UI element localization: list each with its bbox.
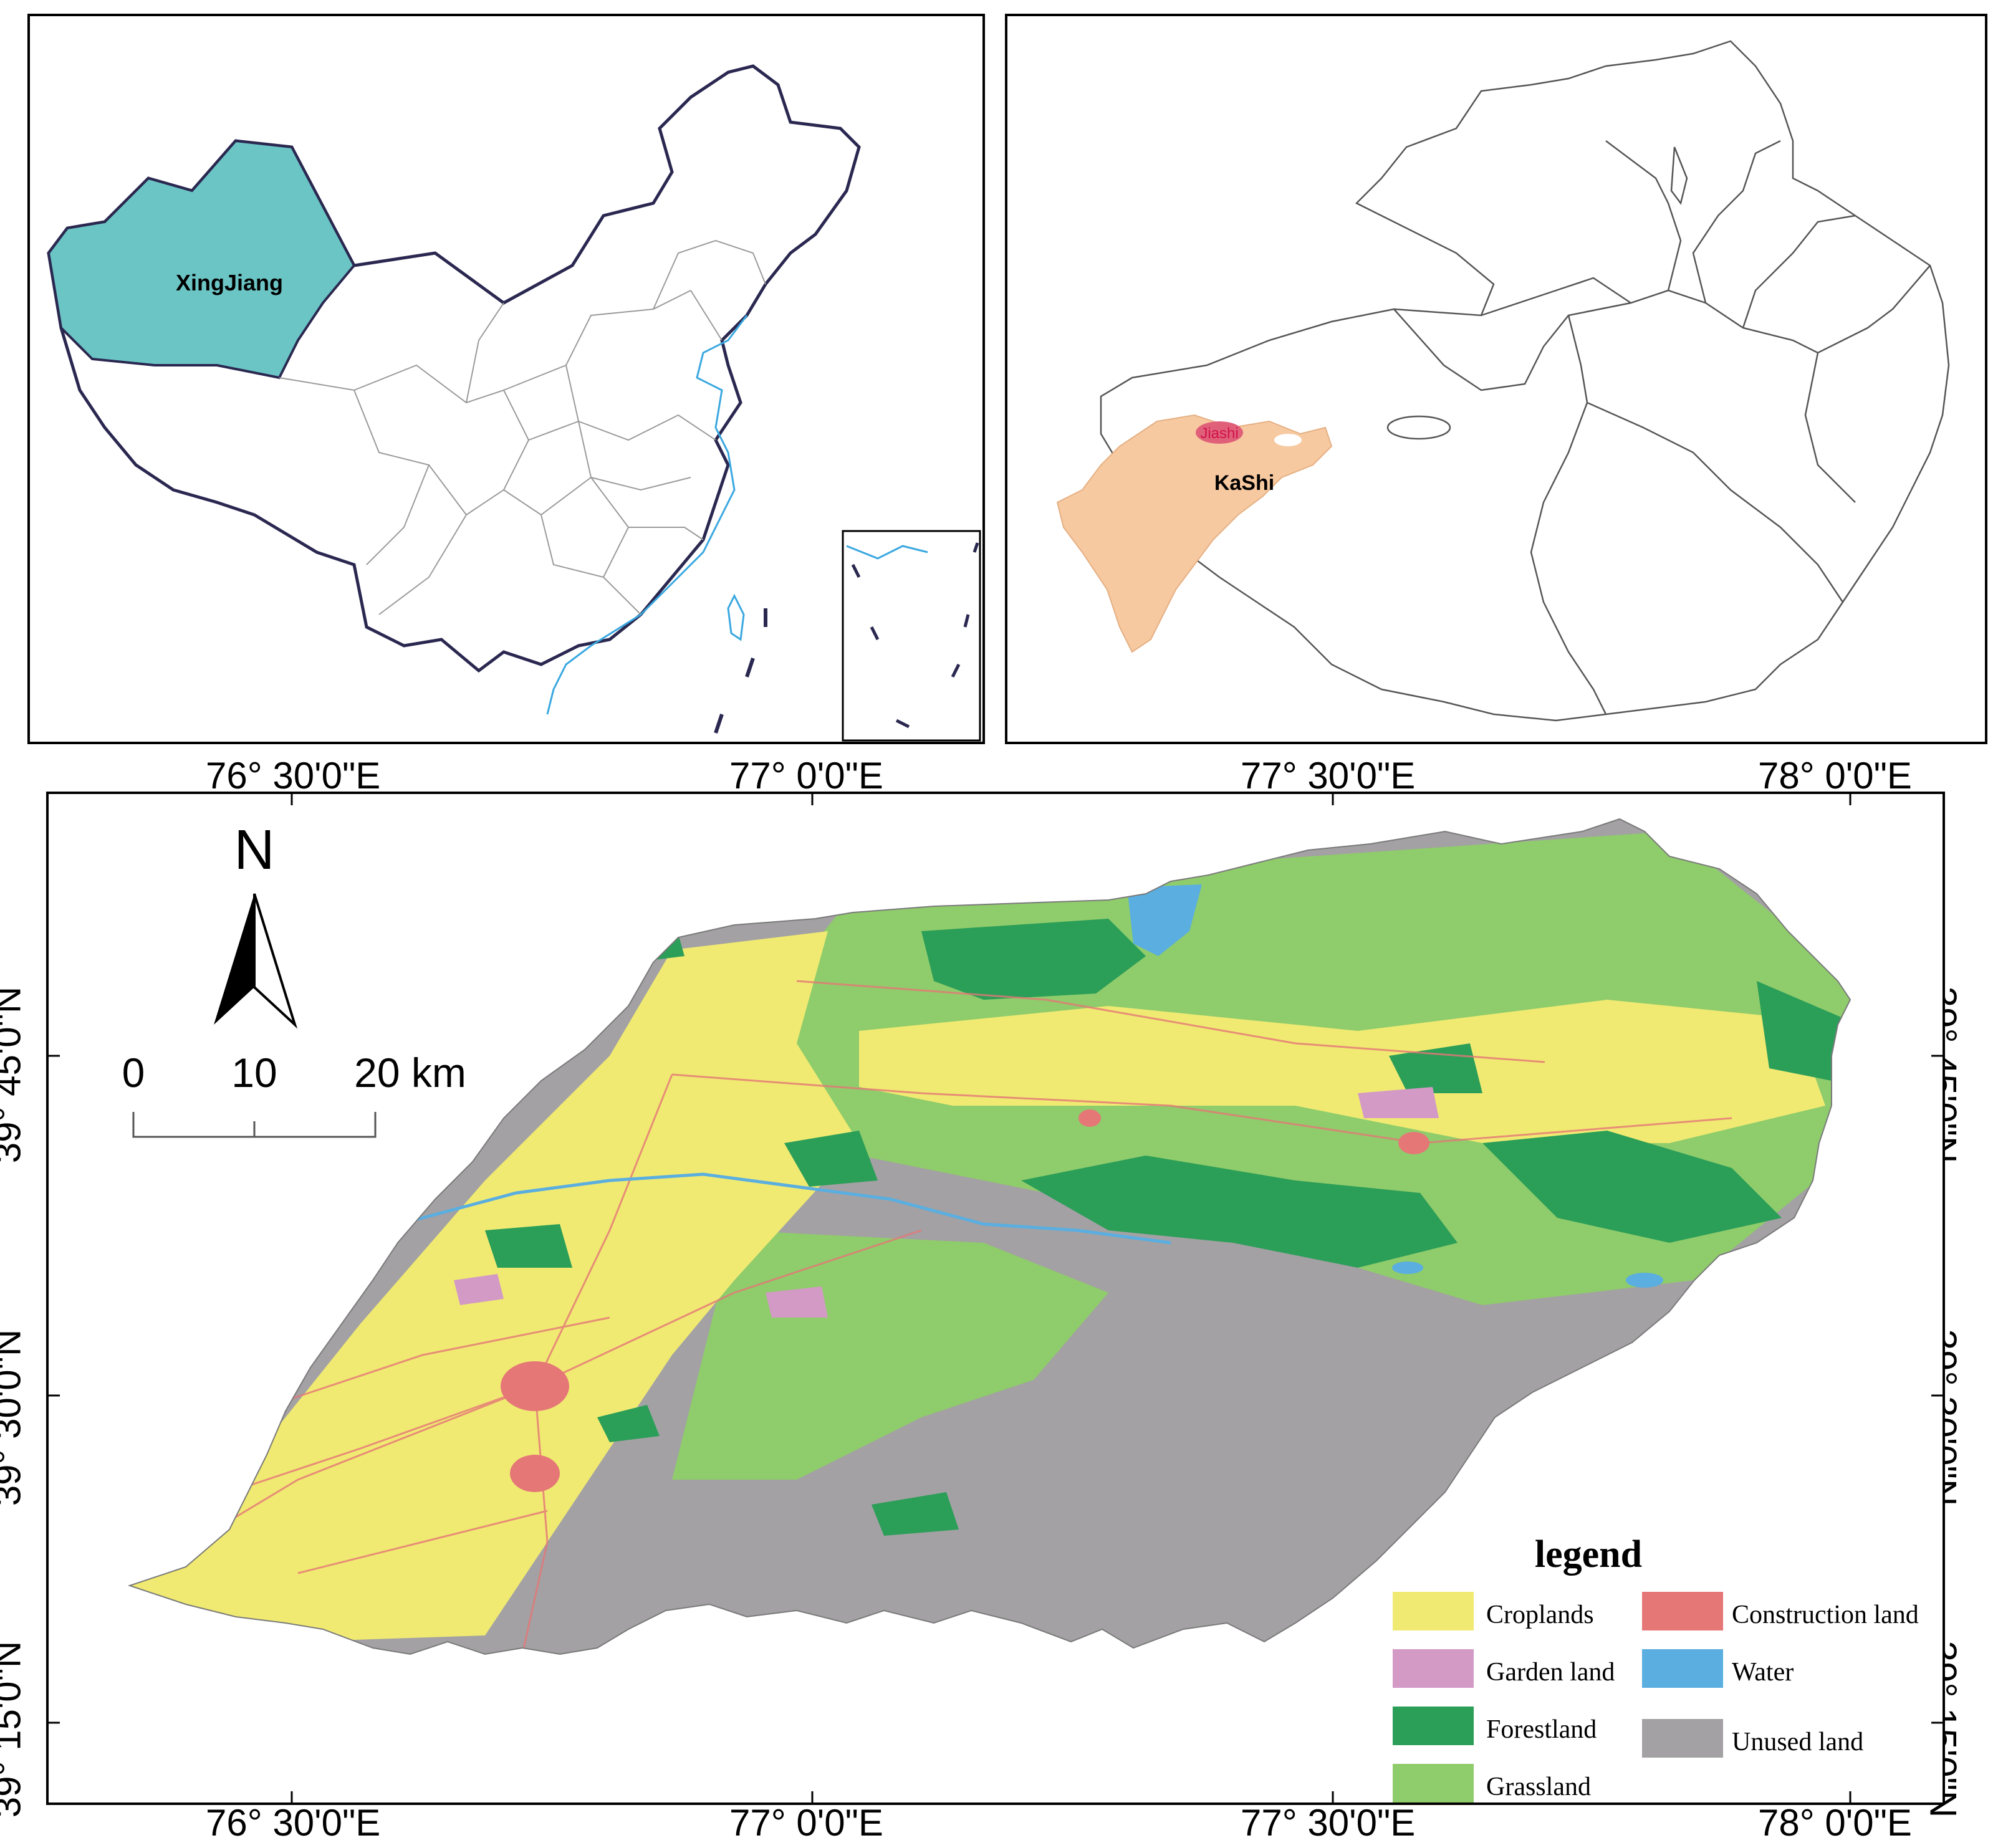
water-body [1392,1262,1423,1274]
xinjiang-region [47,139,356,380]
jiashi-boundary [127,818,1852,1655]
left-tick-2: 39° 30'0"N [0,1329,29,1506]
jiashi-label: Jiashi [1200,425,1238,442]
nine-dash-line [714,608,767,734]
scale-label-0: 0 [122,1050,145,1096]
kashi-prefecture [1056,414,1333,653]
province-borders [279,239,766,615]
river [329,1172,1171,1245]
legend-swatch-croplands [1393,1592,1474,1630]
jiashi-county [1196,421,1243,444]
legend-label-construction: Construction land [1732,1601,1919,1629]
legend-swatch-construction [1642,1592,1723,1630]
xinjiang-map: Jiashi KaShi [1056,40,1950,722]
land-use-map-panel: N 0 10 20 km legend Croplands Garden lan… [46,792,1945,1805]
legend-swatch-unused [1642,1719,1723,1758]
china-outline [47,64,861,673]
scale-label-10: 10 [231,1050,277,1096]
land-use-map: N 0 10 20 km legend Croplands Garden lan… [49,794,1943,1803]
legend-label-croplands: Croplands [1486,1601,1594,1629]
cropland-area [859,1000,1825,1143]
legend-swatch-garden [1393,1649,1474,1688]
prefecture-borders [1100,40,1950,722]
forestland-areas [485,912,1844,1536]
north-arrow-right [253,893,298,1029]
top-tick-1: 76° 30'0"E [206,755,381,797]
legend: legend Croplands Garden land Forestland … [1393,1533,1919,1803]
china-map: XingJiang [47,64,981,742]
inset-islands [851,542,979,729]
legend-title: legend [1535,1533,1642,1576]
legend-label-unused: Unused land [1732,1728,1863,1756]
inset-coast [846,545,928,560]
xinjiang-map-panel: Jiashi KaShi [1005,14,1987,744]
legend-label-forestland: Forestland [1486,1715,1597,1744]
scale-line [132,1112,377,1138]
bottom-tick-2: 77° 0'0"E [729,1802,883,1844]
top-tick-3: 77° 30'0"E [1241,755,1416,797]
north-arrow: N [214,819,298,1029]
legend-label-water: Water [1732,1658,1794,1687]
left-tick-1: 39° 45'0"N [0,986,29,1164]
kashi-label: KaShi [1214,471,1274,495]
xinjiang-label: XingJiang [176,270,283,295]
south-china-sea-inset [842,530,981,742]
north-arrow-left [214,894,254,1025]
legend-label-garden: Garden land [1486,1658,1615,1687]
left-tick-3: 39° 15'0"N [0,1640,29,1818]
water-body [1626,1273,1663,1288]
legend-swatch-grassland [1393,1764,1474,1803]
scale-label-20: 20 km [354,1050,466,1096]
taiwan-island [727,593,745,641]
bottom-tick-4: 78° 0'0"E [1758,1802,1912,1844]
scale-bar: 0 10 20 km [122,1050,466,1138]
legend-label-grassland: Grassland [1486,1773,1591,1801]
kashi-lake [1274,434,1302,446]
lake [1670,146,1688,205]
reservoir [1127,884,1202,956]
coastline [546,315,748,715]
bottom-tick-3: 77° 30'0"E [1241,1802,1416,1844]
north-label: N [234,819,275,881]
lake [1386,415,1451,440]
legend-swatch-forestland [1393,1707,1474,1745]
legend-swatch-water [1642,1649,1723,1688]
china-map-panel: XingJiang [27,14,985,744]
garden-land-areas [454,1087,1439,1318]
bottom-tick-1: 76° 30'0"E [206,1802,381,1844]
top-tick-4: 78° 0'0"E [1758,755,1912,797]
frame-ticks [49,794,1943,1803]
top-tick-2: 77° 0'0"E [729,755,883,797]
